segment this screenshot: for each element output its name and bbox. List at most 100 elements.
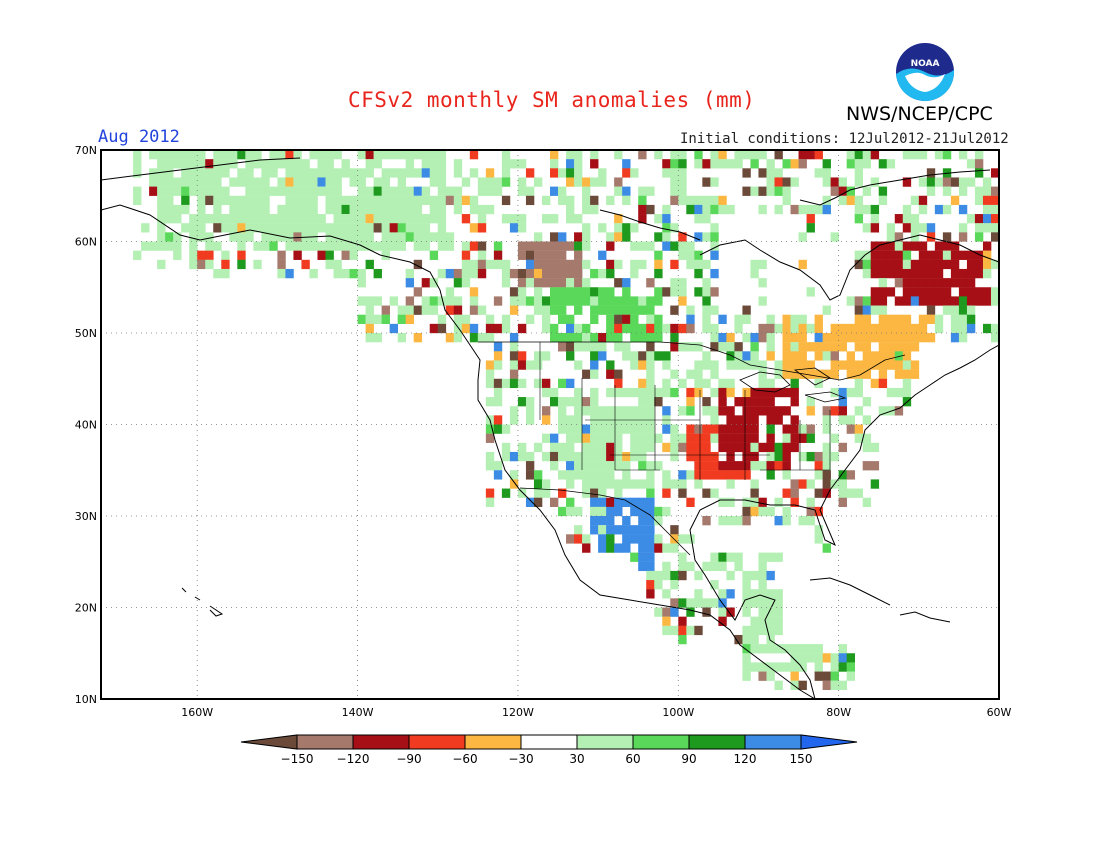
anomaly-cell — [517, 378, 527, 389]
anomaly-cell — [862, 351, 872, 361]
anomaly-cell — [806, 451, 815, 462]
anomaly-cell — [694, 159, 703, 169]
anomaly-cell — [790, 387, 799, 398]
anomaly-cell — [902, 278, 912, 288]
anomaly-cell — [742, 625, 751, 636]
anomaly-cell — [630, 442, 639, 453]
anomaly-cell — [798, 259, 807, 270]
anomaly-cell — [958, 314, 968, 324]
anomaly-cell — [269, 168, 278, 178]
anomaly-cell — [654, 214, 663, 224]
anomaly-cell — [654, 516, 663, 526]
anomaly-cell — [461, 195, 471, 206]
anomaly-cell — [854, 296, 864, 306]
anomaly-cell — [854, 314, 864, 324]
anomaly-cell — [670, 150, 679, 160]
anomaly-cell — [317, 214, 326, 224]
anomaly-cell — [662, 232, 671, 242]
anomaly-cell — [381, 232, 390, 242]
anomaly-cell — [734, 351, 743, 361]
anomaly-cell — [686, 241, 695, 251]
anomaly-cell — [950, 333, 960, 343]
anomaly-cell — [582, 442, 591, 453]
anomaly-cell — [509, 342, 519, 352]
anomaly-cell — [702, 351, 711, 361]
anomaly-cell — [686, 424, 695, 434]
anomaly-cell — [790, 433, 799, 443]
anomaly-cell — [525, 186, 535, 196]
anomaly-cell — [333, 223, 342, 233]
anomaly-cell — [702, 451, 711, 462]
anomaly-cell — [662, 204, 671, 215]
anomaly-cell — [485, 360, 495, 370]
anomaly-cell — [846, 488, 856, 498]
anomaly-cell — [686, 598, 695, 608]
anomaly-cell — [606, 268, 615, 279]
anomaly-cell — [237, 232, 246, 242]
anomaly-cell — [525, 397, 535, 407]
anomaly-cell — [862, 314, 872, 324]
anomaly-cell — [774, 461, 783, 471]
colorbar-label: 150 — [790, 752, 813, 766]
anomaly-cell — [894, 214, 904, 224]
anomaly-cell — [838, 186, 847, 196]
anomaly-cell — [766, 598, 775, 608]
anomaly-cell — [878, 268, 888, 279]
anomaly-cell — [710, 470, 719, 480]
anomaly-cell — [758, 204, 767, 215]
anomaly-cell — [726, 461, 735, 471]
anomaly-cell — [782, 360, 791, 370]
anomaly-cell — [558, 268, 567, 279]
anomaly-cell — [293, 177, 302, 187]
anomaly-cell — [598, 470, 607, 480]
anomaly-cell — [830, 671, 839, 681]
anomaly-cell — [365, 333, 374, 343]
anomaly-cell — [365, 305, 374, 315]
anomaly-cell — [750, 360, 759, 370]
anomaly-cell — [533, 497, 543, 507]
anomaly-cell — [237, 241, 246, 251]
anomaly-cell — [934, 177, 944, 187]
anomaly-cell — [886, 250, 896, 260]
anomaly-cell — [782, 406, 791, 416]
anomaly-cell — [133, 150, 142, 160]
anomaly-cell — [782, 333, 791, 343]
anomaly-cell — [541, 387, 551, 398]
anomaly-cell — [205, 214, 214, 224]
anomaly-cell — [758, 150, 767, 160]
anomaly-cell — [221, 159, 230, 169]
anomaly-cell — [854, 433, 864, 443]
anomaly-cell — [469, 268, 479, 279]
anomaly-cell — [277, 204, 286, 215]
anomaly-cell — [638, 406, 647, 416]
anomaly-cell — [437, 296, 447, 306]
anomaly-cell — [710, 287, 719, 297]
anomaly-cell — [694, 625, 703, 636]
anomaly-cell — [702, 232, 711, 242]
anomaly-cell — [806, 424, 815, 434]
anomaly-cell — [165, 214, 174, 224]
anomaly-cell — [598, 461, 607, 471]
anomaly-cell — [966, 323, 976, 334]
anomaly-cell — [798, 333, 807, 343]
anomaly-cell — [357, 278, 366, 288]
anomaly-cell — [341, 214, 350, 224]
anomaly-cell — [429, 150, 439, 160]
anomaly-cell — [590, 387, 599, 398]
anomaly-cell — [814, 351, 823, 361]
anomaly-cell — [958, 223, 968, 233]
anomaly-cell — [558, 378, 567, 389]
anomaly-cell — [870, 442, 880, 453]
anomaly-cell — [782, 342, 791, 352]
anomaly-cell — [654, 333, 663, 343]
anomaly-cell — [509, 360, 519, 370]
anomaly-cell — [718, 561, 727, 572]
anomaly-cell — [381, 305, 390, 315]
anomaly-cell — [157, 168, 166, 178]
anomaly-cell — [966, 287, 976, 297]
colorbar-swatch — [296, 734, 354, 750]
anomaly-cell — [766, 177, 775, 187]
anomaly-cell — [173, 177, 182, 187]
anomaly-cell — [566, 479, 575, 489]
anomaly-cell — [590, 314, 599, 324]
